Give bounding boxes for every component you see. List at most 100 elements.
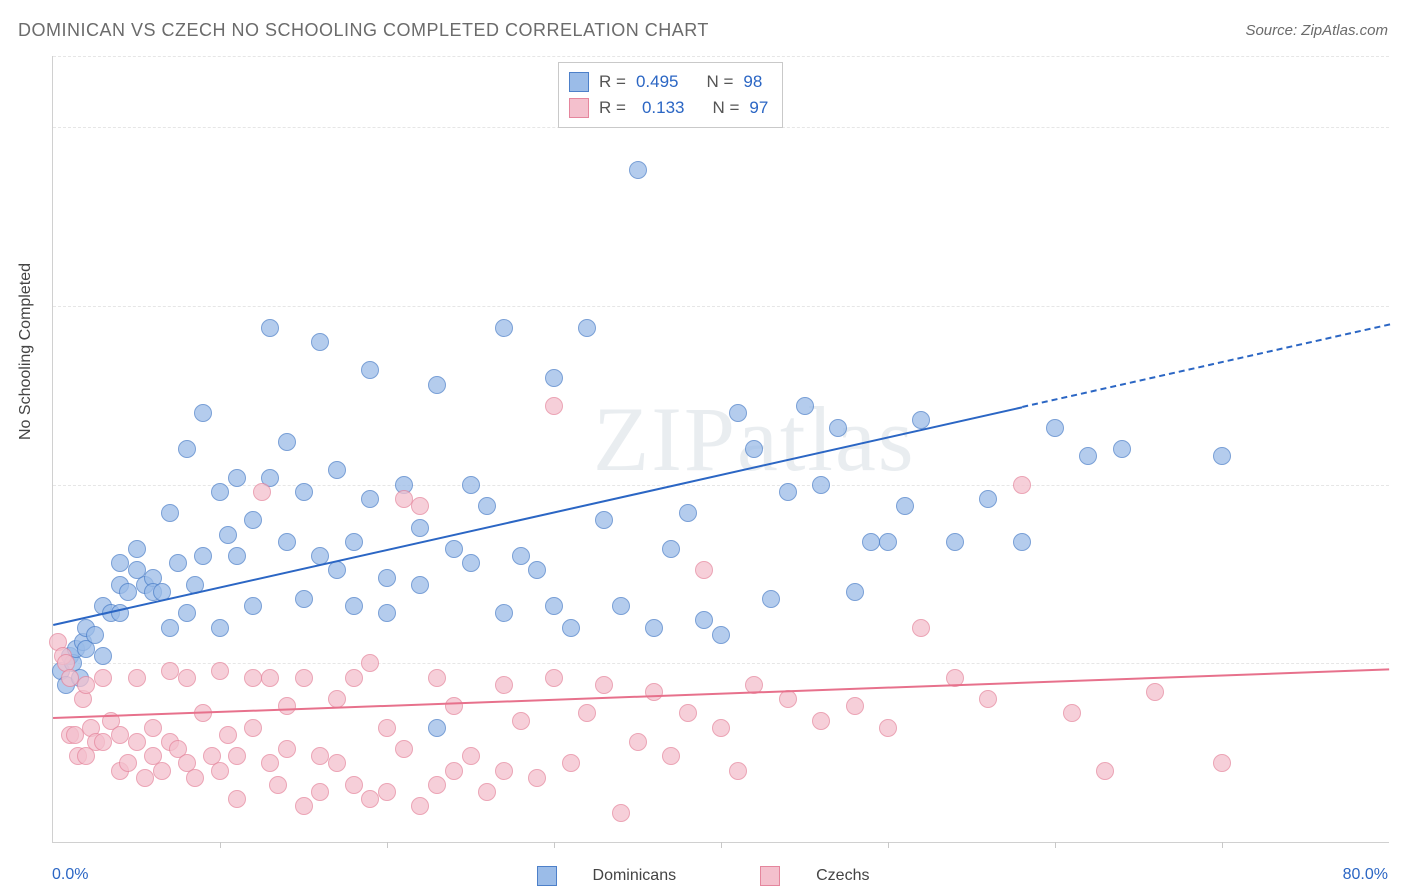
scatter-point-czechs xyxy=(478,783,496,801)
scatter-point-dominicans xyxy=(1113,440,1131,458)
scatter-point-czechs xyxy=(295,669,313,687)
scatter-point-czechs xyxy=(295,797,313,815)
scatter-point-czechs xyxy=(244,669,262,687)
scatter-point-dominicans xyxy=(345,597,363,615)
swatch-czechs-bottom xyxy=(760,866,780,886)
scatter-point-dominicans xyxy=(612,597,630,615)
gridline-h xyxy=(53,306,1389,307)
n-value-czechs: 97 xyxy=(749,95,768,121)
scatter-point-czechs xyxy=(328,690,346,708)
scatter-point-czechs xyxy=(645,683,663,701)
y-axis-label: No Schooling Completed xyxy=(17,263,35,440)
scatter-point-czechs xyxy=(211,762,229,780)
scatter-point-dominicans xyxy=(378,604,396,622)
scatter-point-czechs xyxy=(278,697,296,715)
scatter-point-czechs xyxy=(378,783,396,801)
series-name-czechs: Czechs xyxy=(816,867,869,885)
scatter-point-czechs xyxy=(144,719,162,737)
chart-header: DOMINICAN VS CZECH NO SCHOOLING COMPLETE… xyxy=(18,20,1388,50)
scatter-point-dominicans xyxy=(378,569,396,587)
scatter-point-czechs xyxy=(846,697,864,715)
scatter-point-czechs xyxy=(545,397,563,415)
scatter-point-dominicans xyxy=(119,583,137,601)
scatter-point-dominicans xyxy=(545,597,563,615)
scatter-point-czechs xyxy=(1096,762,1114,780)
scatter-point-czechs xyxy=(712,719,730,737)
scatter-point-czechs xyxy=(812,712,830,730)
scatter-point-czechs xyxy=(428,776,446,794)
n-prefix: N = xyxy=(706,69,733,95)
scatter-point-dominicans xyxy=(411,576,429,594)
scatter-point-czechs xyxy=(528,769,546,787)
scatter-point-czechs xyxy=(512,712,530,730)
scatter-point-dominicans xyxy=(219,526,237,544)
x-tick xyxy=(387,842,388,848)
swatch-czechs xyxy=(569,98,589,118)
r-value-czechs: 0.133 xyxy=(636,95,685,121)
scatter-point-dominicans xyxy=(796,397,814,415)
scatter-point-czechs xyxy=(77,676,95,694)
scatter-point-czechs xyxy=(395,490,413,508)
scatter-point-czechs xyxy=(979,690,997,708)
scatter-point-czechs xyxy=(244,719,262,737)
scatter-point-dominicans xyxy=(829,419,847,437)
swatch-dominicans xyxy=(569,72,589,92)
scatter-point-czechs xyxy=(261,754,279,772)
scatter-point-czechs xyxy=(253,483,271,501)
scatter-point-dominicans xyxy=(528,561,546,579)
scatter-point-czechs xyxy=(879,719,897,737)
scatter-point-czechs xyxy=(445,697,463,715)
series-legend: Dominicans Czechs xyxy=(0,866,1406,886)
x-tick xyxy=(721,842,722,848)
scatter-point-dominicans xyxy=(278,433,296,451)
scatter-point-dominicans xyxy=(194,404,212,422)
scatter-point-czechs xyxy=(178,669,196,687)
scatter-point-dominicans xyxy=(495,319,513,337)
r-value-dominicans: 0.495 xyxy=(636,69,679,95)
chart-title: DOMINICAN VS CZECH NO SCHOOLING COMPLETE… xyxy=(18,20,709,40)
x-axis-max: 80.0% xyxy=(1343,866,1388,884)
scatter-point-czechs xyxy=(378,719,396,737)
scatter-point-dominicans xyxy=(228,469,246,487)
scatter-point-dominicans xyxy=(462,476,480,494)
scatter-point-dominicans xyxy=(879,533,897,551)
scatter-point-czechs xyxy=(261,669,279,687)
scatter-point-dominicans xyxy=(228,547,246,565)
scatter-point-dominicans xyxy=(169,554,187,572)
scatter-point-czechs xyxy=(211,662,229,680)
scatter-point-czechs xyxy=(311,747,329,765)
scatter-point-dominicans xyxy=(178,604,196,622)
scatter-point-czechs xyxy=(912,619,930,637)
scatter-point-czechs xyxy=(1013,476,1031,494)
scatter-point-dominicans xyxy=(445,540,463,558)
scatter-point-czechs xyxy=(228,747,246,765)
scatter-point-czechs xyxy=(662,747,680,765)
scatter-point-dominicans xyxy=(595,511,613,529)
scatter-point-dominicans xyxy=(161,619,179,637)
stats-row-czechs: R = 0.133 N = 97 xyxy=(569,95,768,121)
scatter-point-dominicans xyxy=(428,719,446,737)
scatter-point-dominicans xyxy=(662,540,680,558)
scatter-point-czechs xyxy=(361,654,379,672)
scatter-point-dominicans xyxy=(178,440,196,458)
scatter-point-dominicans xyxy=(278,533,296,551)
watermark: ZIPatlas xyxy=(593,386,916,492)
scatter-point-dominicans xyxy=(161,504,179,522)
scatter-point-dominicans xyxy=(495,604,513,622)
trend-line xyxy=(1022,324,1390,408)
scatter-point-dominicans xyxy=(545,369,563,387)
gridline-h xyxy=(53,56,1389,57)
scatter-point-czechs xyxy=(428,669,446,687)
scatter-point-dominicans xyxy=(862,533,880,551)
r-prefix: R = xyxy=(599,95,626,121)
scatter-point-dominicans xyxy=(779,483,797,501)
series-name-dominicans: Dominicans xyxy=(593,867,677,885)
scatter-point-dominicans xyxy=(428,376,446,394)
scatter-point-dominicans xyxy=(345,533,363,551)
scatter-point-dominicans xyxy=(1079,447,1097,465)
scatter-point-czechs xyxy=(128,733,146,751)
scatter-point-czechs xyxy=(219,726,237,744)
scatter-point-czechs xyxy=(186,769,204,787)
scatter-point-dominicans xyxy=(629,161,647,179)
scatter-point-czechs xyxy=(545,669,563,687)
